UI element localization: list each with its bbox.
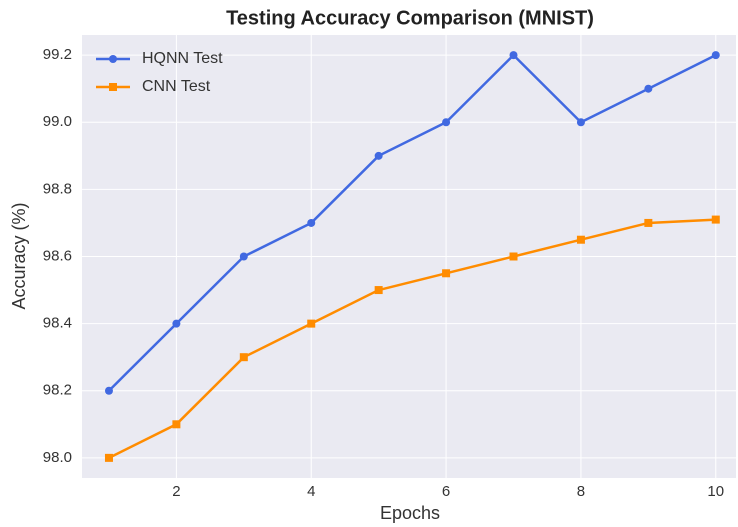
y-tick-label: 99.0 [43,113,72,130]
series-line [108,218,716,459]
marker [442,118,451,127]
chart-title: Testing Accuracy Comparison (MNIST) [226,7,594,29]
x-tick-label: 6 [442,483,450,500]
marker [442,269,451,278]
marker [576,235,585,244]
x-tick-label: 8 [577,483,585,500]
x-tick-label: 2 [172,483,180,500]
marker [307,319,316,328]
marker [644,84,653,93]
marker [239,353,248,362]
y-tick-label: 98.4 [43,315,72,332]
marker [711,51,720,60]
marker [172,420,181,429]
marker [374,286,383,295]
marker [172,319,181,328]
x-tick-label: 4 [307,483,315,500]
x-tick-label: 10 [707,483,724,500]
marker [576,118,585,127]
legend-label: CNN Test [142,78,211,95]
marker [374,151,383,160]
x-axis-label: Epochs [380,503,440,523]
y-tick-label: 98.8 [43,180,72,197]
legend-marker [109,55,117,63]
y-tick-label: 98.2 [43,382,72,399]
y-tick-label: 99.2 [43,46,72,63]
marker [644,218,653,227]
marker [104,386,113,395]
legend-label: HQNN Test [142,50,223,67]
series-line [108,53,717,392]
marker [307,218,316,227]
legend-marker [109,83,117,91]
y-tick-label: 98.6 [43,247,72,264]
marker [509,252,518,261]
marker [104,453,113,462]
marker [509,51,518,60]
y-tick-label: 98.0 [43,449,72,466]
marker [711,215,720,224]
marker [239,252,248,261]
y-axis-label: Accuracy (%) [9,202,29,309]
